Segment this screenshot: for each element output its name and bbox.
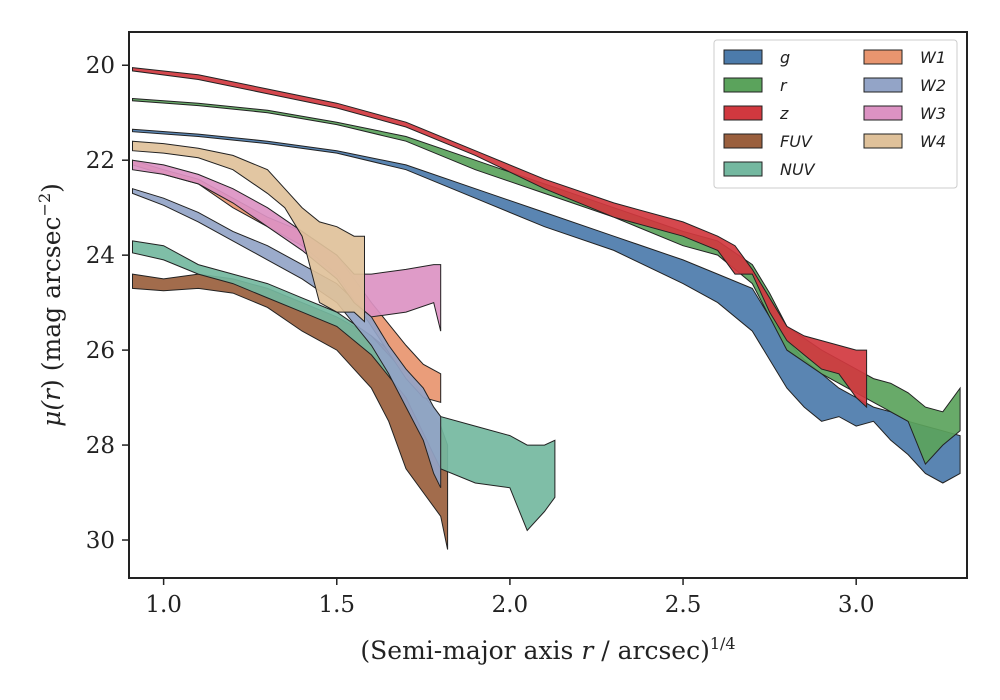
legend-label-z: z [779, 104, 789, 123]
legend-label-w2: W2 [920, 76, 946, 95]
legend-swatch-w2 [863, 77, 903, 93]
x-axis-label: (Semi-major axis r / arcsec)1/4 [360, 634, 735, 665]
legend-swatch-nuv [723, 161, 763, 177]
legend-label-g: g [780, 48, 790, 67]
band-area-g [132, 128, 961, 484]
y-axis-label: μ(r) (mag arcsec−2) [35, 183, 66, 427]
legend-swatch-w1 [863, 49, 903, 65]
y-tick-label: 20 [86, 53, 115, 79]
y-axis-ticks: 20 22 24 26 28 30 [86, 53, 129, 554]
y-tick-label: 24 [86, 243, 115, 269]
y-tick-label: 22 [86, 148, 115, 174]
x-axis-ticks: 1.0 1.5 2.0 2.5 3.0 [145, 578, 874, 618]
band-areas [132, 67, 961, 550]
legend-swatch-fuv [723, 133, 763, 149]
legend-label-w1: W1 [920, 48, 946, 67]
plot-frame [128, 31, 968, 579]
band-area-nuv [132, 240, 556, 532]
legend-label-fuv: FUV [780, 132, 813, 151]
y-tick-label: 28 [86, 433, 115, 459]
legend-label-r: r [780, 76, 788, 95]
x-tick-label: 2.5 [665, 592, 702, 618]
x-tick-label: 1.0 [145, 592, 182, 618]
y-tick-label: 26 [86, 338, 115, 364]
legend-swatch-w4 [863, 133, 903, 149]
legend-frame [713, 39, 958, 189]
legend-swatch-w3 [863, 105, 903, 121]
y-tick-label: 30 [86, 528, 115, 554]
legend-label-nuv: NUV [780, 160, 816, 179]
legend-swatch-g [723, 49, 763, 65]
x-tick-label: 2.0 [492, 592, 529, 618]
band-area-w4 [132, 140, 365, 323]
legend-label-w3: W3 [920, 104, 946, 123]
legend: grz FUV NUV W1 W2 W3 W4 [713, 39, 958, 189]
band-area-w2 [132, 188, 442, 489]
legend-items: grz FUV NUV W1 W2 W3 W4 [723, 48, 946, 179]
legend-swatch-r [723, 77, 763, 93]
x-tick-label: 1.5 [318, 592, 355, 618]
legend-swatch-z [723, 105, 763, 121]
x-tick-label: 3.0 [838, 592, 875, 618]
legend-label-w4: W4 [920, 132, 946, 151]
band-area-z [132, 67, 868, 409]
